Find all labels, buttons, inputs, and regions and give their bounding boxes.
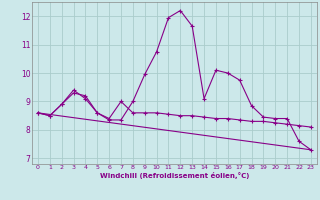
X-axis label: Windchill (Refroidissement éolien,°C): Windchill (Refroidissement éolien,°C) — [100, 172, 249, 179]
